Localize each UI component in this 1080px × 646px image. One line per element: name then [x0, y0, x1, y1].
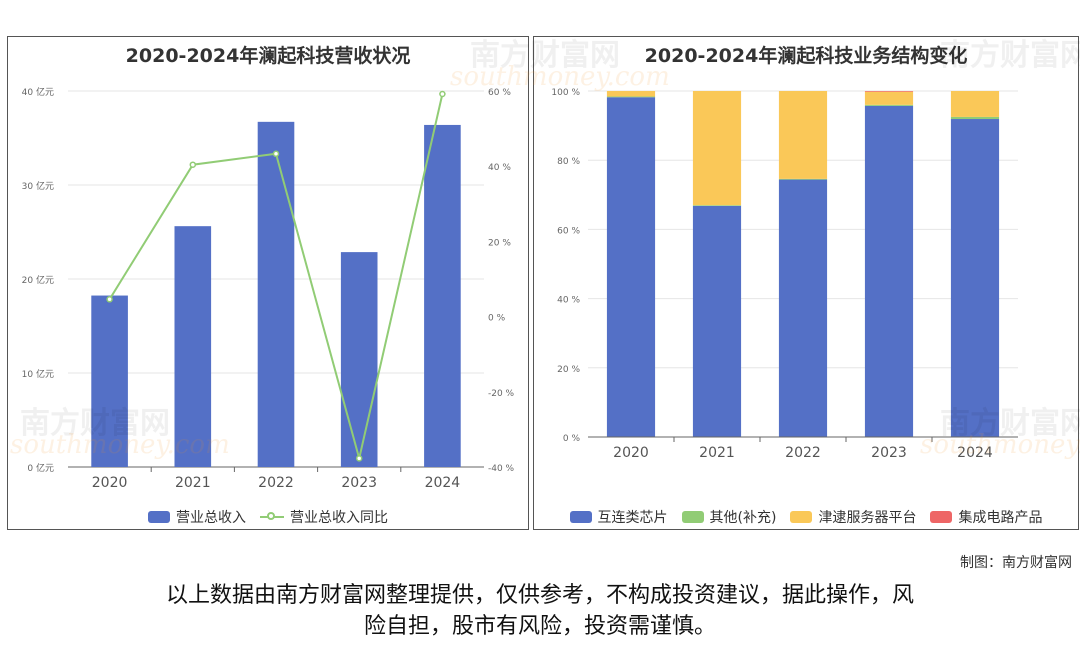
y-tick-label: 100 % [551, 88, 580, 98]
stacked-bar-segment [778, 179, 828, 438]
stacked-bar-segment [864, 91, 914, 92]
revenue-chart-legend: 营业总收入 营业总收入同比 [8, 507, 528, 527]
y-right-tick-label: 0 % [488, 314, 506, 324]
y-right-tick-label: 20 % [488, 238, 511, 248]
legend-item-ic-products[interactable]: 集成电路产品 [930, 507, 1042, 527]
x-tick-label: 2022 [785, 445, 821, 461]
y-tick-label: 80 % [557, 157, 580, 167]
stacked-bar-segment [950, 116, 1000, 120]
legend-swatch-other [681, 511, 704, 523]
x-tick-label: 2023 [341, 475, 377, 491]
business-structure-legend: 互连类芯片 其他(补充) 津逮服务器平台 集成电路产品 [534, 507, 1078, 527]
legend-item-revenue-yoy[interactable]: 营业总收入同比 [260, 507, 388, 527]
x-tick-label: 2024 [957, 445, 993, 461]
legend-swatch-ic-products [930, 511, 953, 523]
revenue-chart-svg: 0 亿元 10 亿元 20 亿元 30 亿元 40 亿元 -40 % -20 % 0 % 20 … [22, 86, 515, 491]
revenue-yoy-point [272, 150, 280, 158]
legend-label-ic-products: 集成电路产品 [958, 510, 1043, 526]
x-tick-label: 2023 [871, 445, 907, 461]
y-left-tick-label: 20 亿元 [22, 274, 54, 286]
y-tick-label: 20 % [557, 365, 580, 375]
legend-label-jindai-platform: 津逮服务器平台 [818, 510, 917, 526]
stacked-bar-segment [692, 91, 742, 206]
disclaimer: 以上数据由南方财富网整理提供，仅供参考，不构成投资建议，据此操作，风 险自担，股… [0, 580, 1080, 642]
business-structure-chart-panel: 2020-2024年澜起科技业务结构变化 0 % 20 % 40 % 60 % 80 %… [533, 36, 1079, 530]
stacked-bar-segment [864, 105, 914, 438]
y-right-tick-label: 60 % [488, 88, 511, 98]
revenue-bar [91, 295, 128, 467]
y-tick-label: 0 % [563, 434, 581, 444]
y-right-tick-label: 40 % [488, 163, 511, 173]
business-structure-chart-svg: 0 % 20 % 40 % 60 % 80 % 100 % 2020 2021 2022 2023… [551, 88, 1018, 461]
revenue-bar [340, 252, 378, 467]
legend-swatch-revenue [148, 511, 170, 523]
disclaimer-line-1: 以上数据由南方财富网整理提供，仅供参考，不构成投资建议，据此操作，风 [165, 583, 914, 608]
y-left-tick-label: 40 亿元 [22, 86, 54, 98]
legend-swatch-jindai-platform [790, 511, 813, 523]
y-right-tick-label: -40 % [488, 464, 515, 474]
x-tick-label: 2022 [258, 475, 294, 491]
revenue-bar [424, 124, 461, 468]
x-tick-label: 2024 [425, 475, 461, 491]
x-tick-label: 2020 [92, 475, 128, 491]
revenue-chart-panel: 2020-2024年澜起科技营收状况 0 亿元 10 亿元 20 亿元 30 亿元 40… [7, 36, 529, 530]
legend-swatch-revenue-yoy [260, 511, 284, 523]
legend-label-revenue-yoy: 营业总收入同比 [290, 510, 388, 526]
x-tick-label: 2021 [175, 475, 211, 491]
stacked-bar-segment [864, 91, 914, 105]
legend-item-interconnect-chips[interactable]: 互连类芯片 [569, 507, 668, 527]
stacked-bar-segment [606, 91, 656, 97]
legend-item-jindai-platform[interactable]: 津逮服务器平台 [790, 507, 916, 527]
legend-item-other[interactable]: 其他(补充) [681, 507, 777, 527]
stacked-bar-segment [692, 205, 742, 206]
chart-credit: 制图：南方财富网 [960, 555, 1072, 571]
disclaimer-line-2: 险自担，股市有风险，投资需谨慎。 [363, 614, 716, 639]
y-tick-label: 40 % [557, 296, 580, 306]
stacked-bar-segment [606, 96, 656, 98]
stacked-bar-segment [778, 178, 828, 180]
legend-label-revenue: 营业总收入 [176, 510, 246, 526]
x-tick-label: 2020 [613, 445, 649, 461]
legend-item-revenue[interactable]: 营业总收入 [148, 507, 246, 527]
revenue-bar [257, 121, 295, 467]
stacked-bar-segment [950, 91, 1000, 117]
stacked-bar-segment [864, 104, 914, 106]
y-left-tick-label: 0 亿元 [27, 462, 54, 474]
stacked-bar-segment [692, 205, 742, 437]
revenue-yoy-point [439, 90, 446, 98]
revenue-yoy-point [355, 455, 363, 462]
legend-label-interconnect-chips: 互连类芯片 [597, 510, 668, 526]
revenue-yoy-point [106, 296, 113, 303]
stacked-bar-segment [778, 91, 828, 179]
stacked-bar-segment [606, 97, 656, 437]
legend-swatch-interconnect-chips [569, 511, 592, 523]
revenue-chart-title: 2020-2024年澜起科技营收状况 [125, 45, 411, 67]
y-tick-label: 60 % [557, 226, 580, 236]
business-structure-chart-title: 2020-2024年澜起科技业务结构变化 [644, 45, 968, 67]
revenue-yoy-point [189, 161, 197, 168]
revenue-bar [174, 226, 212, 467]
y-right-tick-label: -20 % [488, 389, 515, 399]
legend-label-other: 其他(补充) [709, 510, 777, 526]
stacked-bar-segment [950, 119, 1000, 437]
y-left-tick-label: 10 亿元 [22, 368, 54, 380]
x-tick-label: 2021 [699, 445, 735, 461]
y-left-tick-label: 30 亿元 [22, 180, 54, 192]
